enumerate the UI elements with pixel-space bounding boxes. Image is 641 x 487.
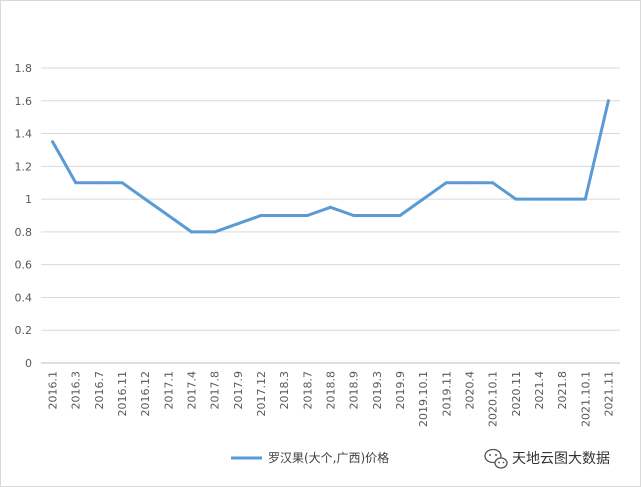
- y-tick-label: 0.8: [15, 226, 33, 239]
- legend-label: 罗汉果(大个,广西)价格: [268, 450, 389, 465]
- data-point: [213, 230, 217, 234]
- data-point: [375, 214, 379, 217]
- data-point: [305, 214, 309, 217]
- data-point: [259, 214, 263, 217]
- data-point: [143, 197, 147, 201]
- x-tick-label: 2018.3: [278, 371, 291, 410]
- wechat-icon: [484, 448, 508, 469]
- data-point: [537, 197, 541, 201]
- x-tick-label: 2017.8: [209, 371, 222, 410]
- watermark-text: 天地云图大数据: [512, 451, 610, 467]
- x-tick-label: 2016.12: [139, 371, 152, 417]
- y-tick-label: 1.2: [15, 160, 33, 173]
- y-tick-label: 1.6: [15, 95, 33, 108]
- data-point: [583, 197, 587, 201]
- x-tick-label: 2017.12: [255, 371, 268, 417]
- data-point: [352, 214, 356, 217]
- x-tick-label: 2016.7: [93, 371, 106, 410]
- data-point: [491, 181, 495, 185]
- data-point: [329, 205, 332, 209]
- x-tick-label: 2021.11: [602, 371, 615, 417]
- data-point: [398, 214, 402, 217]
- x-tick-label: 2019.9: [394, 371, 407, 410]
- y-tick-label: 0.6: [15, 259, 33, 272]
- data-point: [166, 214, 170, 217]
- y-tick-label: 1.4: [15, 128, 33, 141]
- data-point: [74, 181, 78, 185]
- data-point: [120, 181, 124, 185]
- x-axis-ticks: 2016.1 2016.3 2016.7 2016.11 2016.12 2017.1 20…: [47, 371, 616, 427]
- x-tick-label: 2017.1: [162, 371, 175, 410]
- x-tick-label: 2020.11: [510, 371, 523, 417]
- data-point: [190, 230, 193, 234]
- data-point: [421, 197, 425, 201]
- data-point: [51, 140, 55, 144]
- x-tick-label: 2021.8: [556, 371, 569, 410]
- data-point: [236, 222, 240, 226]
- x-tick-label: 2019.10.1: [417, 371, 430, 427]
- data-point: [468, 181, 471, 185]
- x-tick-label: 2021.4: [533, 371, 546, 410]
- x-tick-label: 2017.9: [232, 371, 245, 410]
- x-tick-label: 2021.10.1: [579, 371, 592, 427]
- y-tick-label: 1.8: [15, 62, 33, 75]
- watermark: 天地云图大数据: [484, 448, 610, 469]
- x-tick-label: 2018.7: [301, 371, 314, 410]
- data-point: [282, 214, 286, 217]
- x-tick-label: 2016.11: [116, 371, 129, 417]
- y-tick-label: 0: [25, 357, 32, 370]
- x-tick-label: 2016.3: [70, 371, 83, 410]
- x-tick-label: 2019.11: [440, 371, 453, 417]
- data-point: [97, 181, 101, 185]
- x-tick-label: 2016.1: [47, 371, 60, 410]
- gridlines: [41, 67, 620, 331]
- series-group: [51, 99, 610, 234]
- x-tick-label: 2019.3: [371, 371, 384, 410]
- data-point: [514, 197, 518, 201]
- x-tick-label: 2020.4: [463, 371, 476, 410]
- y-tick-label: 1: [25, 193, 32, 206]
- data-point: [444, 181, 448, 185]
- data-point: [560, 197, 564, 201]
- data-point: [606, 99, 610, 103]
- x-tick-label: 2020.10.1: [487, 371, 500, 427]
- legend[interactable]: 罗汉果(大个,广西)价格: [231, 450, 389, 465]
- x-tick-label: 2017.4: [186, 371, 199, 410]
- y-axis-ticks: 0 0.2 0.4 0.6 0.8 1 1.2 1.4 1.6 1.8: [15, 62, 33, 370]
- y-tick-label: 0.4: [15, 291, 33, 304]
- y-tick-label: 0.2: [15, 324, 33, 337]
- x-tick-label: 2018.8: [325, 371, 338, 410]
- x-tick-label: 2018.9: [348, 371, 361, 410]
